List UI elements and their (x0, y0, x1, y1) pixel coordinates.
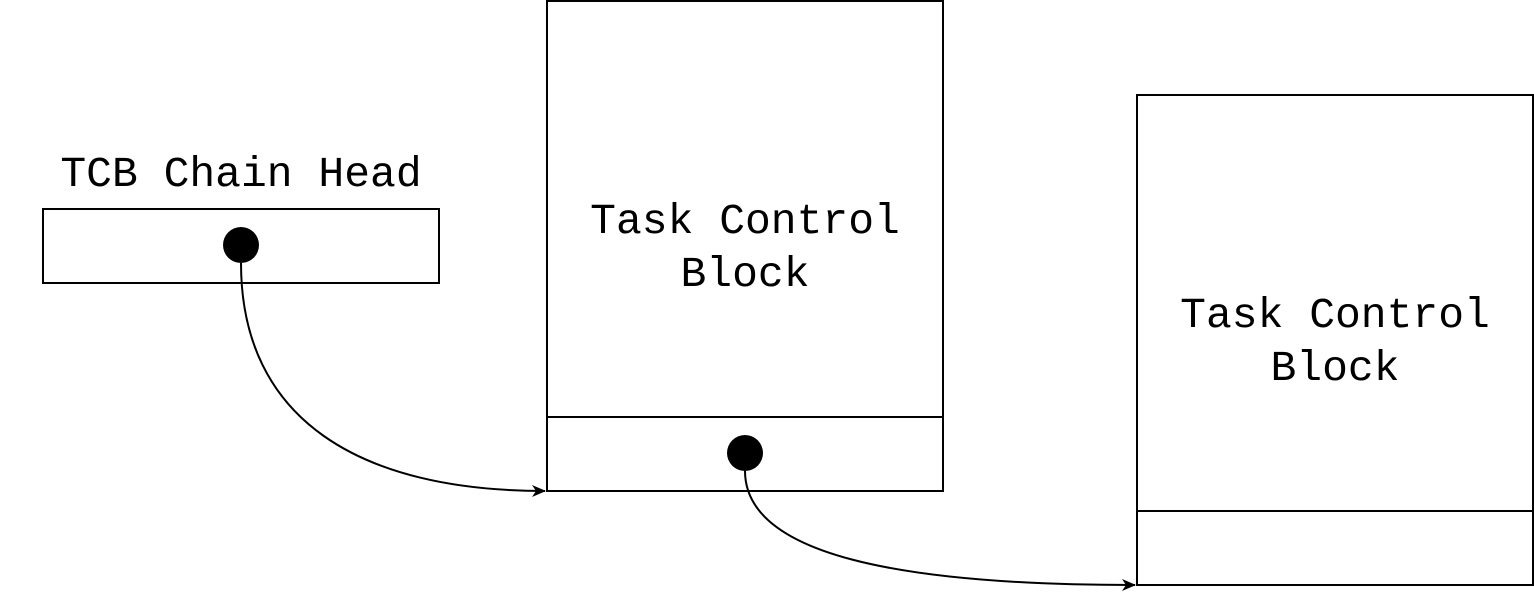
tcb-1-label-line2: Block (680, 250, 809, 299)
tcb-1-body (546, 0, 944, 492)
tcb-1-next-pointer-dot (727, 435, 763, 471)
chain-head-label: TCB Chain Head (60, 150, 421, 199)
tcb-1-label-line1: Task Control (590, 197, 900, 246)
chain-head: TCB Chain Head (42, 150, 440, 284)
tcb-2-label-line2: Block (1270, 344, 1399, 393)
task-control-block-2: Task Control Block (1136, 94, 1534, 586)
task-control-block-1: Task Control Block (546, 0, 944, 492)
tcb-1-to-tcb-2-arrow (744, 470, 1136, 591)
head-to-tcb-1-arrow (240, 262, 546, 497)
tcb-2-body (1136, 94, 1534, 586)
tcb-2-label-line1: Task Control (1180, 291, 1490, 340)
chain-head-pointer-dot (223, 227, 259, 263)
